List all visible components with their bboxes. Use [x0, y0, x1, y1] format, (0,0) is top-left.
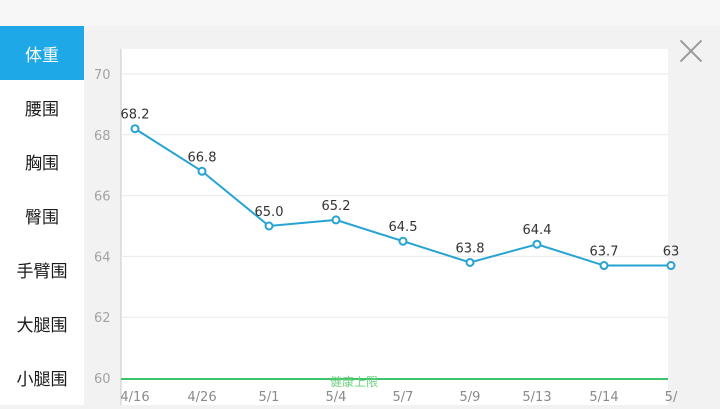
x-tick-label: 5/9 [460, 390, 481, 405]
data-label: 65.2 [322, 199, 351, 214]
x-tick-label: 5/4 [326, 390, 347, 405]
data-label: 66.8 [188, 150, 217, 165]
sidebar-item-chest[interactable]: 胸围 [25, 153, 59, 174]
sidebar-item-arm[interactable]: 手臂围 [16, 261, 68, 282]
x-tick-label: 4/26 [187, 390, 216, 405]
y-tick-label: 64 [94, 250, 111, 265]
x-tick-label: 5/14 [589, 390, 618, 405]
data-point [398, 236, 408, 246]
y-tick-label: 70 [94, 68, 111, 83]
data-point [197, 166, 207, 176]
measurement-sidebar: 体重 腰围 胸围 臀围 手臂围 大腿围 小腿围 [0, 26, 85, 405]
y-tick-label: 62 [94, 311, 111, 326]
sidebar-item-calf[interactable]: 小腿围 [16, 369, 68, 390]
sidebar-item-weight[interactable]: 体重 [0, 26, 84, 80]
data-point [599, 261, 609, 271]
data-label: 68.2 [121, 108, 150, 123]
weight-line-chart: 60 62 64 66 68 70 健康上限 68.2 66.8 65.0 65.2 64.5 63.8… [94, 49, 680, 405]
data-point [465, 257, 475, 267]
plot-background [121, 49, 668, 405]
y-tick-label: 60 [94, 372, 111, 387]
y-tick-label: 66 [94, 190, 111, 205]
x-tick-label: 5/ [665, 390, 678, 405]
sidebar-item-waist[interactable]: 腰围 [25, 99, 59, 120]
sidebar-item-thigh[interactable]: 大腿围 [16, 315, 68, 336]
data-label: 65.0 [255, 205, 284, 220]
x-tick-label: 4/16 [120, 390, 149, 405]
top-bar [0, 0, 720, 26]
y-tick-label: 68 [94, 129, 111, 144]
data-label: 63.8 [456, 241, 485, 256]
data-label: 63 [663, 245, 680, 260]
data-label: 64.4 [523, 223, 552, 238]
x-tick-label: 5/7 [393, 390, 414, 405]
x-tick-label: 5/13 [522, 390, 551, 405]
x-tick-label: 5/1 [259, 390, 280, 405]
data-label: 63.7 [590, 245, 619, 260]
data-point [666, 261, 676, 271]
sidebar-item-hip[interactable]: 臀围 [25, 207, 59, 228]
health-limit-label: 健康上限 [330, 374, 378, 389]
data-point [331, 215, 341, 225]
data-label: 64.5 [389, 220, 418, 235]
chart-area: 60 62 64 66 68 70 健康上限 68.2 66.8 65.0 65.2 64.5 63.8… [84, 26, 720, 405]
close-icon[interactable] [676, 36, 706, 66]
data-point [264, 221, 274, 231]
data-point [532, 239, 542, 249]
data-point [130, 124, 140, 134]
